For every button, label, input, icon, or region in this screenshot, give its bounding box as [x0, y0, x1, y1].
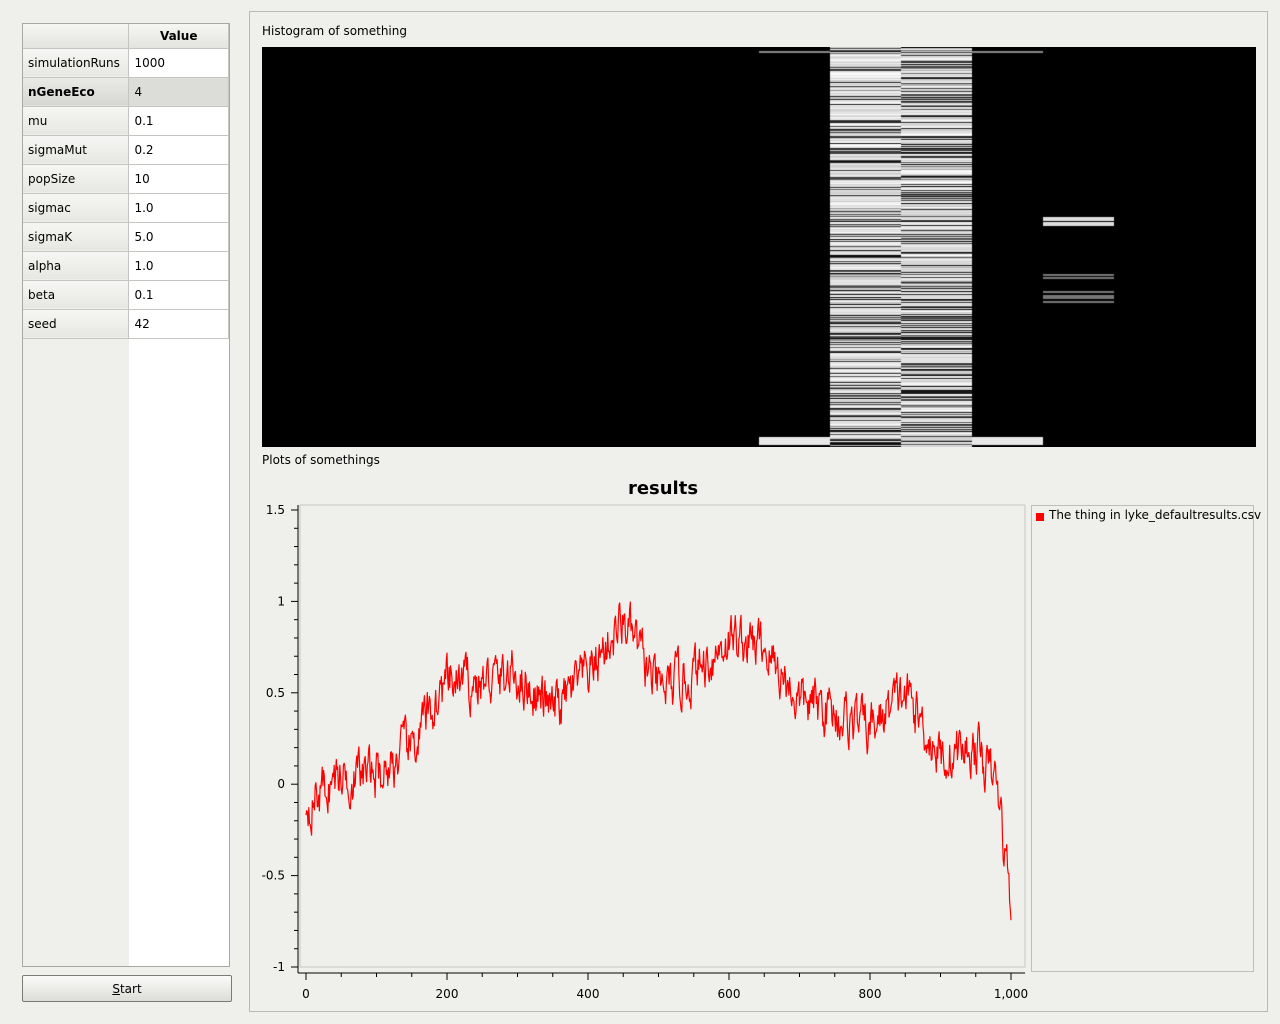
table-row[interactable]: simulationRuns 1000	[23, 48, 229, 78]
row-header-seed[interactable]: seed	[23, 309, 130, 339]
table-row[interactable]: sigmaMut 0.2	[23, 135, 229, 165]
legend-entry-label: The thing in lyke_defaultresults.csv	[1049, 508, 1262, 522]
y-tick-label: 1	[277, 594, 285, 608]
table-row[interactable]: sigmaK 5.0	[23, 222, 229, 252]
table-row[interactable]: seed 42	[23, 309, 229, 339]
value-cell-alpha[interactable]: 1.0	[128, 251, 229, 281]
chart-title: results	[628, 478, 698, 499]
chart-legend: The thing in lyke_defaultresults.csv	[1031, 505, 1261, 972]
x-tick-label: 600	[718, 987, 741, 1001]
value-cell-sigmaMut[interactable]: 0.2	[128, 135, 229, 165]
parameter-table-panel: Value simulationRuns 1000 nGeneEco 4 mu 0.1 si…	[22, 23, 230, 967]
plot-area	[299, 504, 1026, 968]
table-row[interactable]: beta 0.1	[23, 280, 229, 310]
parameter-table[interactable]: Value simulationRuns 1000 nGeneEco 4 mu 0.1 si…	[23, 24, 229, 339]
series-line-results	[305, 601, 1012, 921]
x-tick-label: 1,000	[994, 987, 1028, 1001]
x-tick-label: 800	[859, 987, 882, 1001]
x-tick-label: 0	[302, 987, 310, 1001]
legend-swatch-red	[1036, 513, 1044, 521]
value-cell-beta[interactable]: 0.1	[128, 280, 229, 310]
plots-label: Plots of somethings	[262, 453, 380, 467]
table-row[interactable]: mu 0.1	[23, 106, 229, 136]
histogram-label: Histogram of something	[262, 24, 407, 38]
y-tick-label: 0.5	[266, 686, 285, 700]
histogram-image	[262, 47, 1256, 447]
y-tick-label: -0.5	[262, 869, 285, 883]
y-tick-label: 1.5	[266, 503, 285, 517]
row-header-sigmaK[interactable]: sigmaK	[23, 222, 130, 252]
table-row[interactable]: popSize 10	[23, 164, 229, 194]
results-group-frame	[249, 11, 1268, 1012]
value-column-header[interactable]: Value	[128, 24, 229, 49]
x-axis-ticks: 0 200 400 600 800 1,000	[302, 973, 1028, 1001]
value-cell-simulationRuns[interactable]: 1000	[128, 48, 229, 78]
table-row[interactable]: alpha 1.0	[23, 251, 229, 281]
value-cell-sigmaK[interactable]: 5.0	[128, 222, 229, 252]
row-header-simulationRuns[interactable]: simulationRuns	[23, 48, 130, 78]
y-tick-label: -1	[273, 960, 285, 974]
row-header-beta[interactable]: beta	[23, 280, 130, 310]
table-row[interactable]: sigmac 1.0	[23, 193, 229, 223]
table-corner-header[interactable]	[23, 24, 130, 49]
row-header-popSize[interactable]: popSize	[23, 164, 130, 194]
y-axis-ticks: -1 -0.5 0 0.5 1 1.5	[262, 503, 298, 974]
value-cell-sigmac[interactable]: 1.0	[128, 193, 229, 223]
results-line-chart: results 0 200 400 600 800 1,000 -1 -0.5 0 0.5 1 1.…	[262, 478, 1029, 1001]
x-tick-label: 400	[577, 987, 600, 1001]
value-cell-popSize[interactable]: 10	[128, 164, 229, 194]
row-header-sigmaMut[interactable]: sigmaMut	[23, 135, 130, 165]
x-tick-label: 200	[436, 987, 459, 1001]
value-cell-nGeneEco[interactable]: 4	[128, 77, 229, 107]
row-header-nGeneEco[interactable]: nGeneEco	[23, 77, 130, 107]
row-header-alpha[interactable]: alpha	[23, 251, 130, 281]
table-row[interactable]: nGeneEco 4	[23, 77, 229, 107]
value-cell-mu[interactable]: 0.1	[128, 106, 229, 136]
value-cell-seed[interactable]: 42	[128, 309, 229, 339]
row-header-sigmac[interactable]: sigmac	[23, 193, 130, 223]
row-header-mu[interactable]: mu	[23, 106, 130, 136]
y-tick-label: 0	[277, 777, 285, 791]
start-button[interactable]: Start	[22, 975, 232, 1002]
